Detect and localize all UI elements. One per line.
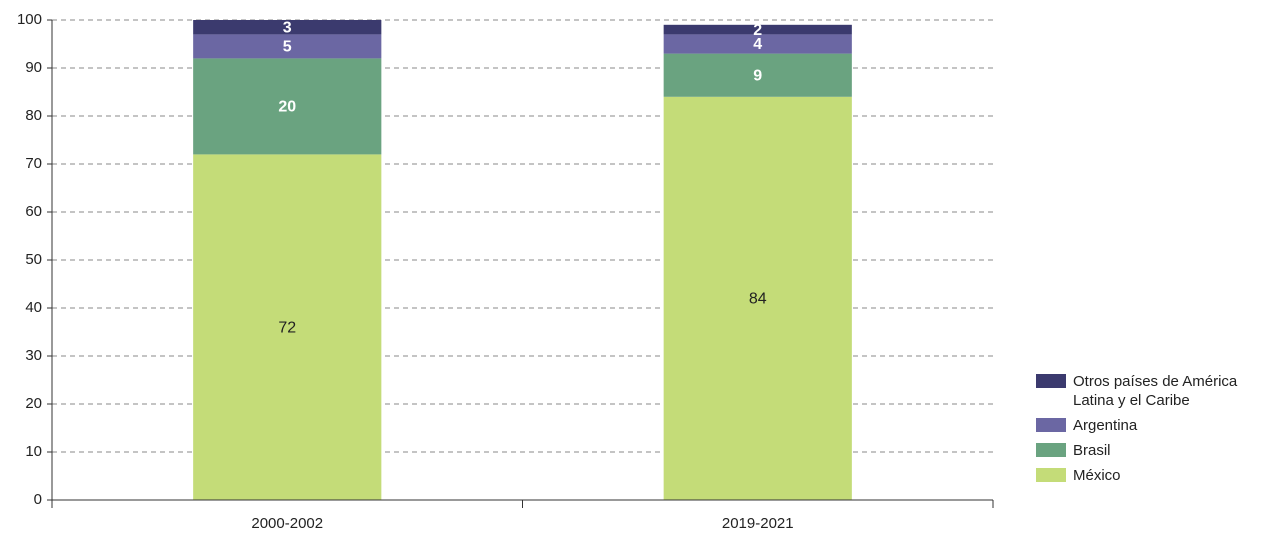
legend-swatch — [1036, 468, 1066, 482]
y-tick-label: 30 — [25, 347, 42, 364]
bar-segment — [193, 34, 382, 59]
data-label: 20 — [278, 99, 296, 116]
x-tick-label: 2000-2002 — [251, 515, 323, 532]
legend-item: Brasil — [1036, 441, 1276, 460]
data-label: 9 — [753, 67, 762, 84]
data-label: 72 — [278, 319, 296, 336]
y-tick-label: 20 — [25, 395, 42, 412]
data-label: 84 — [749, 291, 767, 308]
legend: Otros países de América Latina y el Cari… — [1036, 372, 1276, 491]
data-label: 3 — [283, 19, 292, 36]
legend-label: Brasil — [1073, 442, 1111, 459]
y-tick-label: 100 — [17, 11, 42, 28]
legend-swatch — [1036, 418, 1066, 432]
x-tick-label: 2019-2021 — [722, 515, 794, 532]
bar-segment — [663, 34, 852, 54]
bar-segment — [663, 24, 852, 35]
data-label: 4 — [753, 36, 762, 53]
y-tick-label: 0 — [34, 491, 42, 508]
y-tick-label: 10 — [25, 443, 42, 460]
y-tick-label: 40 — [25, 299, 42, 316]
y-tick-label: 50 — [25, 251, 42, 268]
y-tick-label: 90 — [25, 59, 42, 76]
y-tick-label: 80 — [25, 107, 42, 124]
y-tick-label: 70 — [25, 155, 42, 172]
bar-segment — [193, 154, 382, 500]
y-tick-label: 60 — [25, 203, 42, 220]
legend-item: Otros países de América Latina y el Cari… — [1036, 372, 1276, 410]
bar-segment — [663, 96, 852, 501]
data-label: 2 — [753, 22, 762, 39]
bar-segment — [193, 20, 382, 35]
legend-label: México — [1073, 467, 1121, 484]
legend-label: Otros países de América Latina y el Cari… — [1073, 373, 1238, 409]
legend-item: Argentina — [1036, 416, 1276, 435]
bar-segment — [663, 53, 852, 97]
legend-swatch — [1036, 374, 1066, 388]
legend-item: México — [1036, 466, 1276, 485]
data-label: 5 — [283, 39, 292, 56]
legend-label: Argentina — [1073, 417, 1138, 434]
legend-swatch — [1036, 443, 1066, 457]
bar-segment — [193, 58, 382, 155]
